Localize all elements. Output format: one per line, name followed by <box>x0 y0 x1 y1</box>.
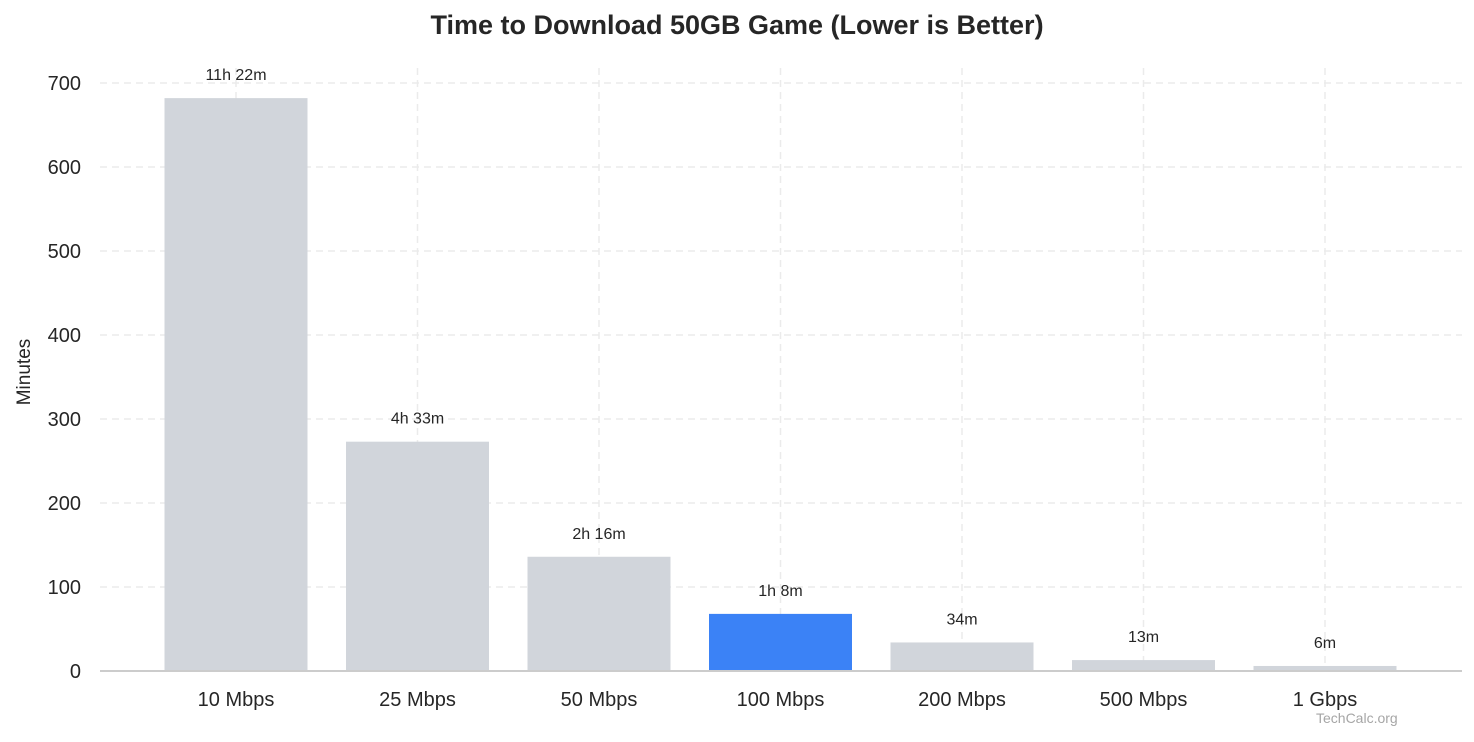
bar-200-mbps <box>890 642 1034 671</box>
x-tick-label: 10 Mbps <box>198 689 275 711</box>
horizontal-gridlines <box>100 82 1462 588</box>
bar-value-label: 2h 16m <box>572 526 625 543</box>
bar-1-gbps <box>1253 665 1397 671</box>
watermark: TechCalc.org <box>1316 710 1398 726</box>
chart-title: Time to Download 50GB Game (Lower is Bet… <box>430 10 1044 40</box>
y-tick-label: 400 <box>48 325 81 347</box>
y-tick-label: 0 <box>70 661 81 683</box>
bar-value-labels: 11h 22m 4h 33m 2h 16m 1h 8m 34m 13m 6m <box>205 67 1336 652</box>
x-tick-label: 200 Mbps <box>918 689 1006 711</box>
bar-value-label: 6m <box>1314 635 1336 652</box>
x-tick-label: 1 Gbps <box>1293 689 1357 711</box>
y-tick-label: 500 <box>48 241 81 263</box>
bar-value-label: 13m <box>1128 629 1159 646</box>
bar-value-label: 11h 22m <box>205 67 266 84</box>
y-axis-ticks: 0 100 200 300 400 500 600 700 <box>48 73 81 683</box>
bars <box>164 98 1397 672</box>
y-tick-label: 300 <box>48 409 81 431</box>
bar-10-mbps <box>164 98 308 672</box>
x-tick-label: 100 Mbps <box>737 689 825 711</box>
bar-value-label: 1h 8m <box>758 583 802 600</box>
bar-value-label: 34m <box>946 611 977 628</box>
bar-50-mbps <box>527 556 671 671</box>
x-tick-label: 500 Mbps <box>1100 689 1188 711</box>
bar-500-mbps <box>1072 660 1215 671</box>
bar-100-mbps <box>709 613 852 671</box>
x-tick-label: 25 Mbps <box>379 689 456 711</box>
bar-25-mbps <box>346 441 489 671</box>
x-axis-ticks: 10 Mbps 25 Mbps 50 Mbps 100 Mbps 200 Mbps 500… <box>198 689 1358 711</box>
y-tick-label: 700 <box>48 73 81 95</box>
y-tick-label: 600 <box>48 157 81 179</box>
bar-value-label: 4h 33m <box>391 411 444 428</box>
x-tick-label: 50 Mbps <box>561 689 638 711</box>
y-tick-label: 200 <box>48 493 81 515</box>
y-tick-label: 100 <box>48 577 81 599</box>
